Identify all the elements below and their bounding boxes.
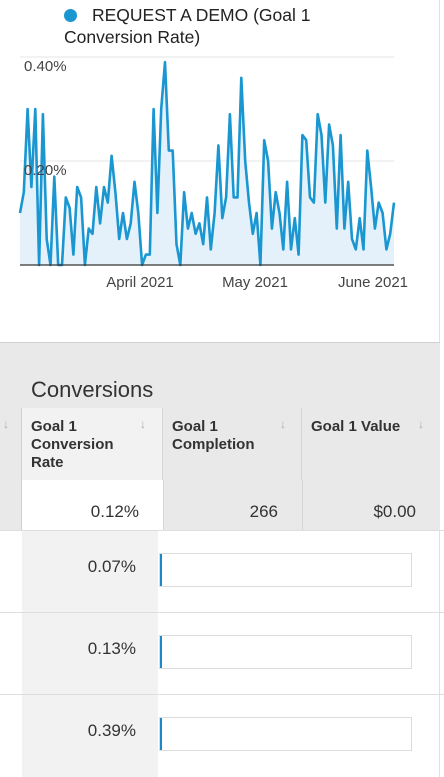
legend-label-line1: REQUEST A DEMO (Goal 1 [92, 5, 311, 25]
column-header-previous[interactable]: ↓ [0, 408, 22, 480]
conversions-group-header: Conversions [22, 342, 440, 409]
x-tick-label: May 2021 [222, 274, 288, 291]
chart-panel: REQUEST A DEMO (Goal 1 Conversion Rate) … [0, 0, 444, 342]
y-tick-label: 0.20% [24, 162, 67, 179]
y-tick-label: 0.40% [24, 58, 67, 75]
column-header-goal1-conversion-rate[interactable]: Goal 1 Conversion Rate ↓ [22, 408, 163, 480]
series-line [18, 60, 396, 267]
row-border [439, 531, 440, 613]
table-row: 0.07% [0, 530, 444, 613]
conversions-title: Conversions [31, 377, 154, 402]
x-tick-label: April 2021 [106, 274, 174, 291]
chart-legend: REQUEST A DEMO (Goal 1 Conversion Rate) [64, 4, 384, 48]
row-bar [159, 717, 412, 751]
sort-arrow-icon[interactable]: ↓ [280, 417, 286, 431]
column-header-line: Conversion [31, 436, 114, 453]
row-conversion-rate: 0.39% [22, 695, 158, 777]
column-header-line: Rate [31, 454, 64, 471]
sort-arrow-icon[interactable]: ↓ [418, 417, 424, 431]
table-left-strip [0, 342, 23, 409]
row-conversion-rate: 0.13% [22, 613, 158, 695]
column-header-goal1-completion[interactable]: Goal 1 Completion ↓ [163, 408, 302, 480]
row-conversion-rate: 0.07% [22, 531, 158, 613]
table-row: 0.13% [0, 612, 444, 695]
row-bar [159, 553, 412, 587]
legend-dot-icon [64, 9, 77, 22]
column-header-line: Goal 1 Value [311, 418, 401, 435]
total-completions: 266 [163, 480, 302, 530]
row-bar [159, 635, 412, 669]
total-conversion-rate: 0.12% [22, 480, 163, 530]
line-chart[interactable]: 0.40% 0.20% April 2021 May 2021 June 2021 [0, 0, 440, 300]
x-tick-label: June 2021 [338, 274, 408, 291]
series-area [20, 62, 394, 266]
row-bar-fill [160, 636, 162, 668]
column-header-line: Goal 1 [31, 418, 77, 435]
column-header-goal1-value[interactable]: Goal 1 Value ↓ [302, 408, 440, 480]
row-bar-fill [160, 718, 162, 750]
table-row: 0.39% [0, 694, 444, 777]
row-border [439, 613, 440, 695]
legend-label-line2: Conversion Rate) [64, 27, 201, 47]
column-header-line: Completion [172, 436, 255, 453]
sort-arrow-icon[interactable]: ↓ [140, 417, 146, 431]
row-bar-fill [160, 554, 162, 586]
total-goal-value: $0.00 [302, 480, 440, 530]
column-header-line: Goal 1 [172, 418, 218, 435]
panel-border [439, 0, 440, 342]
totals-left-cell [0, 480, 22, 530]
data-table: Conversions ↓ Goal 1 Conversion Rate ↓ G… [0, 342, 444, 777]
row-border [439, 695, 440, 777]
sort-arrow-icon[interactable]: ↓ [3, 417, 9, 431]
